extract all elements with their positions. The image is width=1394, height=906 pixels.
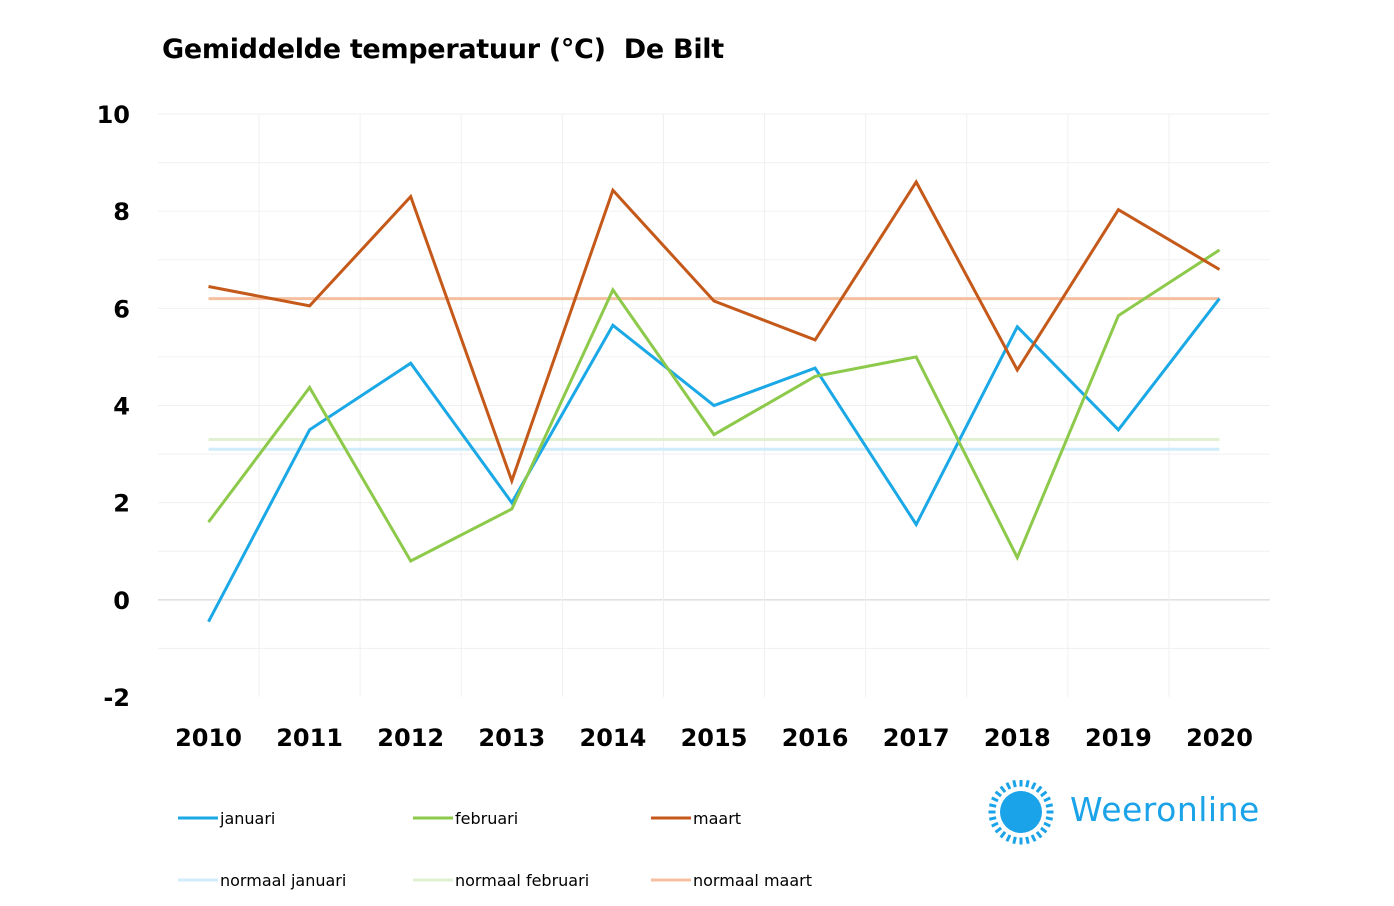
sun-ray bbox=[1025, 780, 1030, 788]
chart-title: Gemiddelde temperatuur (°C) De Bilt bbox=[162, 34, 724, 65]
y-tick-label: 10 bbox=[97, 101, 130, 129]
y-tick-label: 8 bbox=[113, 198, 130, 226]
series-line-maart bbox=[208, 179, 1221, 486]
sun-ray bbox=[1040, 826, 1048, 834]
x-tick-label: 2018 bbox=[984, 724, 1051, 752]
sun-ray bbox=[988, 810, 996, 814]
sun-ray bbox=[1012, 836, 1017, 845]
sun-ray bbox=[1035, 831, 1043, 839]
sun-ray bbox=[1030, 782, 1037, 790]
x-tick-label: 2019 bbox=[1085, 724, 1152, 752]
x-tick-label: 2011 bbox=[276, 724, 343, 752]
sun-ray bbox=[1019, 837, 1023, 845]
x-tick-label: 2013 bbox=[478, 724, 545, 752]
sun-ray bbox=[1005, 834, 1012, 842]
legend-label-normaal-januari: normaal januari bbox=[220, 871, 346, 890]
grid bbox=[158, 113, 1270, 697]
y-tick-label: -2 bbox=[103, 684, 130, 712]
legend-label-februari: februari bbox=[455, 809, 518, 828]
sun-ray bbox=[1040, 790, 1048, 798]
sun-ray bbox=[1012, 780, 1017, 788]
sun-ray bbox=[1043, 796, 1051, 803]
x-axis: 2010 2011 2012 2013 2014 2015 2016 2017 2018 2019… bbox=[175, 724, 1253, 752]
legend-label-normaal-maart: normaal maart bbox=[693, 871, 812, 890]
x-tick-label: 2020 bbox=[1186, 724, 1253, 752]
sun-ray bbox=[991, 821, 999, 828]
brand-name: Weeronline bbox=[1070, 790, 1260, 829]
y-axis: 10 8 6 4 2 0 -2 bbox=[97, 101, 130, 712]
x-tick-label: 2017 bbox=[883, 724, 950, 752]
sun-ray bbox=[1046, 810, 1054, 814]
sun-ray bbox=[988, 803, 997, 808]
sun-ray bbox=[1035, 785, 1043, 793]
sun-ray bbox=[999, 785, 1007, 793]
legend-label-maart: maart bbox=[693, 809, 741, 828]
series-line-januari bbox=[207, 297, 1221, 623]
sun-ray bbox=[1019, 780, 1023, 787]
sun-ray bbox=[1045, 803, 1054, 808]
sun-ray bbox=[1030, 834, 1037, 842]
sun-ray bbox=[1005, 782, 1012, 790]
sun-ray bbox=[1025, 836, 1030, 845]
sun-ray bbox=[994, 826, 1002, 834]
x-tick-label: 2015 bbox=[681, 724, 748, 752]
sun-icon bbox=[988, 780, 1054, 845]
sun-ray bbox=[988, 816, 997, 821]
sun-ray bbox=[991, 796, 999, 803]
weeronline-logo: Weeronline bbox=[986, 780, 1276, 846]
legend: januari februari maart normaal januari norma… bbox=[178, 809, 812, 890]
y-tick-label: 4 bbox=[113, 393, 130, 421]
series-line-februari bbox=[207, 248, 1221, 563]
x-tick-label: 2014 bbox=[580, 724, 647, 752]
x-tick-label: 2012 bbox=[377, 724, 444, 752]
x-tick-label: 2010 bbox=[175, 724, 242, 752]
sun-ray bbox=[1045, 816, 1054, 821]
sun-ray bbox=[994, 790, 1002, 798]
y-tick-label: 0 bbox=[113, 587, 130, 615]
legend-label-normaal-februari: normaal februari bbox=[455, 871, 589, 890]
x-tick-label: 2016 bbox=[782, 724, 849, 752]
legend-label-januari: januari bbox=[219, 809, 275, 828]
series-lines bbox=[207, 179, 1221, 623]
sun-ray bbox=[999, 831, 1007, 839]
y-tick-label: 2 bbox=[113, 490, 130, 518]
y-tick-label: 6 bbox=[113, 295, 130, 323]
sun-ray bbox=[1043, 821, 1051, 828]
